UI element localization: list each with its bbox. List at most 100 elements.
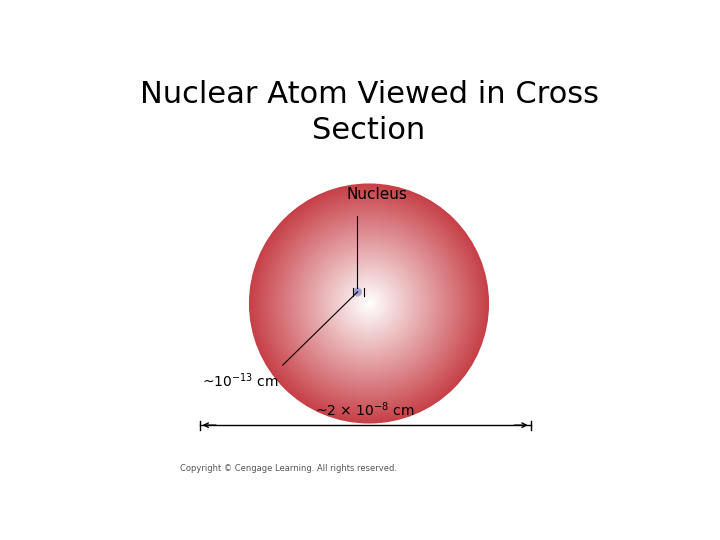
Circle shape [365, 300, 373, 307]
Circle shape [258, 192, 480, 415]
Circle shape [347, 281, 391, 326]
Circle shape [252, 186, 486, 421]
Circle shape [351, 286, 387, 321]
Circle shape [305, 239, 433, 368]
Circle shape [314, 248, 424, 359]
Circle shape [346, 280, 392, 327]
Circle shape [364, 299, 374, 308]
Circle shape [354, 288, 361, 295]
Circle shape [315, 249, 423, 357]
Text: ~10$^{-13}$ cm: ~10$^{-13}$ cm [202, 372, 279, 390]
Circle shape [341, 275, 397, 332]
Circle shape [296, 230, 442, 377]
Circle shape [351, 285, 387, 322]
Circle shape [334, 268, 404, 339]
Circle shape [354, 289, 360, 295]
Circle shape [307, 242, 431, 364]
Circle shape [368, 303, 370, 305]
Circle shape [328, 263, 410, 344]
Circle shape [352, 287, 386, 320]
Circle shape [302, 236, 436, 371]
Circle shape [292, 227, 446, 380]
Circle shape [356, 291, 359, 293]
Circle shape [312, 247, 426, 360]
Circle shape [354, 289, 361, 295]
Circle shape [356, 291, 359, 294]
Circle shape [279, 214, 459, 394]
Circle shape [319, 253, 419, 354]
Circle shape [277, 212, 461, 395]
Text: Nuclear Atom Viewed in Cross
Section: Nuclear Atom Viewed in Cross Section [140, 80, 598, 145]
Circle shape [359, 294, 379, 313]
Circle shape [289, 223, 449, 384]
Circle shape [302, 237, 436, 370]
Circle shape [300, 235, 438, 372]
Circle shape [336, 270, 402, 337]
Circle shape [266, 200, 472, 407]
Circle shape [309, 243, 429, 364]
Circle shape [310, 245, 428, 362]
Circle shape [262, 197, 476, 410]
Text: ~2 $\times$ 10$^{-8}$ cm: ~2 $\times$ 10$^{-8}$ cm [315, 400, 415, 419]
Circle shape [355, 289, 383, 318]
Circle shape [362, 296, 376, 310]
Circle shape [255, 190, 483, 417]
Circle shape [350, 285, 388, 322]
Circle shape [338, 273, 400, 335]
Circle shape [287, 221, 451, 386]
Circle shape [257, 191, 481, 416]
Circle shape [323, 258, 415, 349]
Circle shape [348, 283, 390, 324]
Circle shape [364, 298, 374, 309]
Circle shape [354, 288, 361, 295]
Circle shape [265, 199, 473, 408]
Circle shape [254, 189, 484, 418]
Circle shape [339, 273, 399, 334]
Circle shape [359, 293, 379, 314]
Circle shape [312, 246, 426, 361]
Circle shape [332, 266, 406, 341]
Circle shape [315, 250, 423, 357]
Circle shape [267, 201, 471, 406]
Circle shape [260, 194, 478, 413]
Circle shape [336, 271, 402, 336]
Circle shape [271, 206, 467, 401]
Circle shape [337, 272, 401, 335]
Circle shape [329, 264, 409, 343]
Circle shape [275, 210, 463, 397]
Circle shape [356, 291, 382, 316]
Circle shape [356, 290, 359, 294]
Circle shape [292, 226, 446, 381]
Circle shape [287, 221, 451, 386]
Circle shape [284, 218, 454, 389]
Circle shape [360, 295, 378, 312]
Circle shape [349, 284, 389, 323]
Circle shape [251, 185, 487, 422]
Circle shape [353, 288, 385, 320]
Circle shape [264, 198, 474, 409]
Circle shape [354, 289, 361, 295]
Circle shape [285, 220, 453, 387]
Circle shape [307, 241, 431, 366]
Circle shape [341, 275, 397, 332]
Circle shape [276, 211, 462, 396]
Circle shape [295, 230, 443, 377]
Circle shape [297, 231, 441, 376]
Circle shape [297, 232, 441, 375]
Circle shape [298, 233, 440, 374]
Circle shape [318, 252, 420, 355]
Circle shape [335, 269, 403, 338]
Text: Copyright © Cengage Learning. All rights reserved.: Copyright © Cengage Learning. All rights… [180, 464, 397, 473]
Circle shape [342, 276, 396, 330]
Circle shape [261, 196, 477, 411]
Circle shape [356, 290, 382, 317]
Circle shape [310, 244, 428, 363]
Circle shape [259, 194, 479, 413]
Circle shape [311, 245, 427, 362]
Circle shape [366, 301, 372, 306]
Circle shape [354, 288, 384, 319]
Circle shape [281, 215, 457, 392]
Circle shape [348, 282, 390, 325]
Circle shape [357, 292, 358, 293]
Circle shape [303, 238, 435, 369]
